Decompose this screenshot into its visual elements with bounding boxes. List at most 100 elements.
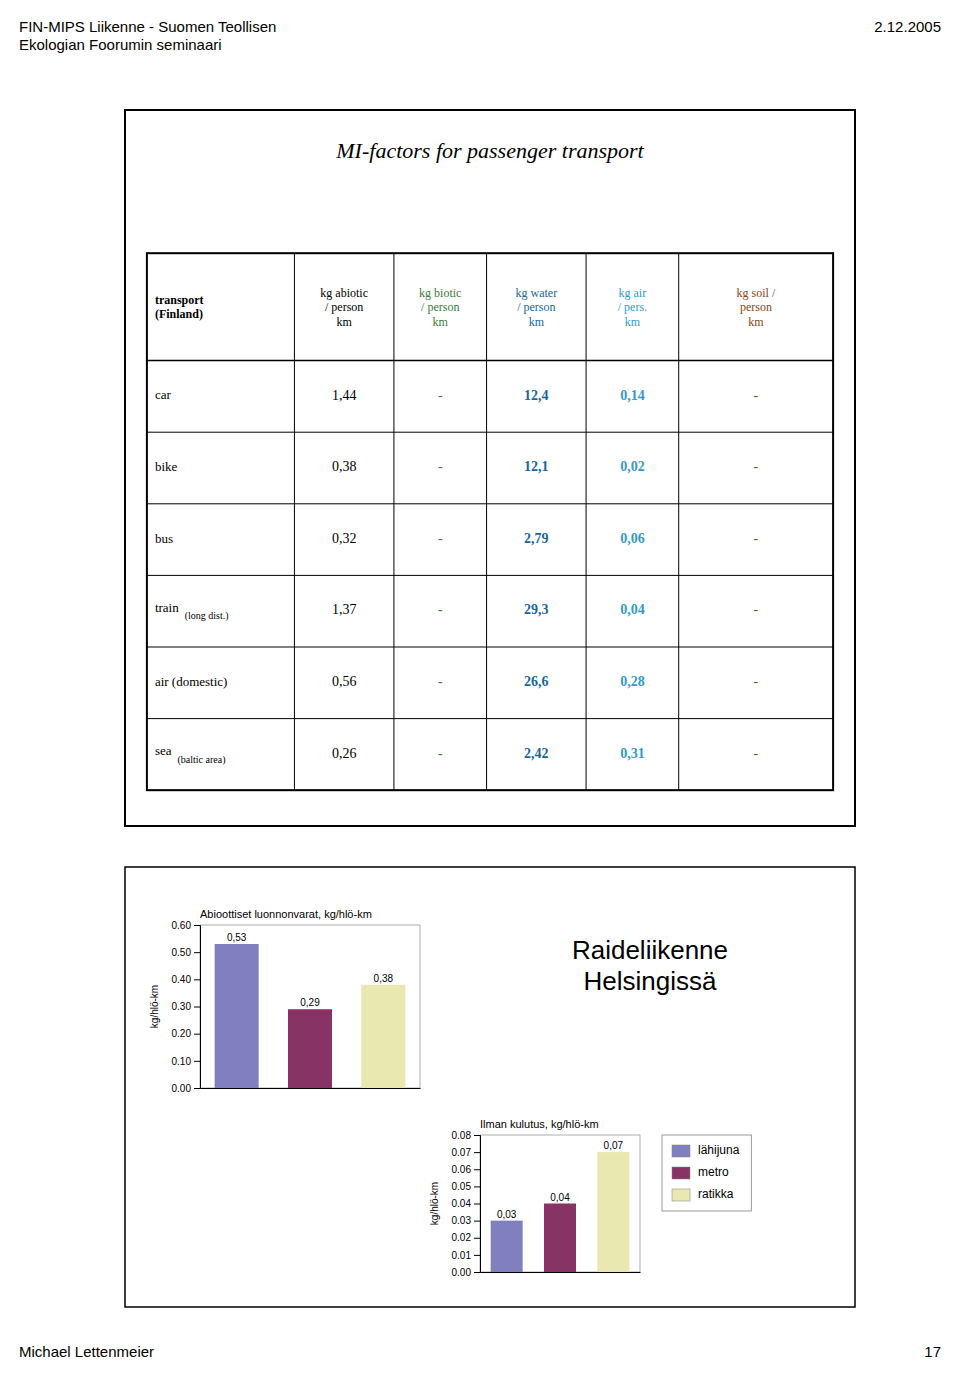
column-divider — [393, 253, 394, 790]
data-label: 0,07 — [604, 1140, 624, 1151]
row-divider — [147, 432, 833, 433]
row-note: (baltic area) — [178, 754, 226, 766]
table-cell: 0,38 — [332, 459, 357, 474]
y-tick: 0.20 — [172, 1028, 200, 1039]
text-line: Michael Lettenmeier — [19, 1343, 154, 1360]
text-line: kg soil / — [737, 286, 776, 300]
tick-label: 0.03 — [452, 1215, 472, 1226]
y-tick: 0.00 — [452, 1267, 480, 1278]
text-line: MI-factors for passenger transport — [335, 138, 644, 163]
column-header: kg air/ pers.km — [618, 286, 647, 329]
tick-mark — [194, 1088, 200, 1089]
column-divider — [678, 253, 679, 790]
text-line: kg air — [619, 286, 647, 300]
tick-mark — [194, 952, 200, 953]
text-line: kg abiotic — [320, 286, 368, 300]
table-cell: - — [754, 674, 759, 689]
table-grid — [147, 253, 833, 790]
tick-label: 0.05 — [452, 1181, 472, 1192]
table-cell: 1,44 — [332, 388, 357, 403]
plot-frame — [200, 925, 420, 1088]
bar — [215, 944, 259, 1088]
table-border — [147, 253, 833, 790]
text-line: / person — [421, 300, 459, 314]
table-cell: 12,4 — [524, 388, 549, 403]
column-divider — [294, 253, 295, 790]
y-tick: 0.50 — [172, 947, 200, 958]
legend-swatch — [672, 1167, 690, 1179]
annotation: RaideliikenneHelsingissä — [572, 935, 728, 996]
column-divider — [486, 253, 487, 790]
table-box — [125, 110, 855, 826]
tick-label: 0.01 — [452, 1250, 472, 1261]
table: MI-factors for passenger transporttransp… — [125, 110, 855, 826]
data-labels: 0,030,040,07 — [497, 1140, 624, 1220]
table-cell: 12,1 — [524, 459, 549, 474]
bar — [597, 1152, 629, 1272]
row-divider — [147, 647, 833, 648]
text-line: kg water — [515, 286, 557, 300]
table-cell: 2,42 — [524, 746, 549, 761]
chart-title: Abioottiset luonnonvarat, kg/hlö-km — [200, 908, 372, 920]
y-axis: 0.00 0.01 0.02 0.03 0.04 0.05 0.06 0.07 0.08 — [452, 1130, 481, 1278]
column-header: kg water/ personkm — [515, 286, 557, 329]
row-divider — [147, 718, 833, 719]
row-divider — [147, 503, 833, 504]
table-cell: 0,02 — [620, 459, 645, 474]
table-cell: 0,56 — [332, 674, 357, 689]
lower-box — [125, 867, 855, 1307]
tick-label: 0.04 — [452, 1198, 472, 1209]
tick-mark — [474, 1272, 480, 1273]
row-note: (long dist.) — [185, 610, 229, 622]
axis-line — [474, 1136, 481, 1273]
page: FIN-MIPS Liikenne - Suomen TeollisenEkol… — [0, 0, 960, 1376]
row-divider — [147, 575, 833, 576]
column-header: kg soil /personkm — [737, 286, 776, 329]
y-tick: 0.07 — [452, 1147, 480, 1158]
text-line: / person — [517, 300, 555, 314]
text-line: Raideliikenne — [572, 935, 728, 965]
table-cell: - — [754, 746, 759, 761]
header-divider — [147, 360, 833, 362]
axis-line — [201, 1088, 421, 1089]
y-tick: 0.01 — [452, 1250, 480, 1261]
text-line: / person — [325, 300, 363, 314]
text-line: km — [625, 315, 641, 329]
tick-mark — [194, 1061, 200, 1062]
legend-label: lähijuna — [698, 1143, 740, 1157]
column-header: kg abiotic/ personkm — [320, 286, 368, 329]
bars — [491, 1152, 630, 1272]
table-title: MI-factors for passenger transport — [335, 138, 644, 163]
tick-mark — [474, 1152, 480, 1153]
tick-mark — [194, 1034, 200, 1035]
bar — [544, 1204, 576, 1273]
table-cell: 0,06 — [620, 531, 645, 546]
row-label: sea — [155, 743, 172, 758]
tick-label: 0.60 — [172, 920, 192, 931]
bar — [491, 1221, 523, 1272]
table-cell: - — [438, 388, 443, 403]
table-cell: - — [754, 459, 759, 474]
text-line: 2.12.2005 — [874, 18, 941, 35]
legend: lähijunametroratikka — [662, 1135, 751, 1211]
tick-label: 0.10 — [172, 1056, 192, 1067]
tick-label: 0.00 — [452, 1267, 472, 1278]
axis-line — [481, 1272, 641, 1273]
table-cell: - — [438, 459, 443, 474]
tick-label: 0.07 — [452, 1147, 472, 1158]
row-label: bus — [155, 531, 173, 546]
tick-label: 0.50 — [172, 947, 192, 958]
legend-swatch — [672, 1145, 690, 1157]
text-line: person — [740, 300, 772, 314]
legend-label: metro — [698, 1165, 729, 1179]
table-cell: - — [438, 531, 443, 546]
tick-label: 0.06 — [452, 1164, 472, 1175]
footer-left: Michael Lettenmeier — [19, 1343, 154, 1360]
tick-mark — [194, 979, 200, 980]
tick-label: 0.02 — [452, 1232, 472, 1243]
tick-label: 0.08 — [452, 1130, 472, 1141]
y-tick: 0.30 — [172, 1001, 200, 1012]
y-tick: 0.03 — [452, 1215, 480, 1226]
column-header: kg biotic/ personkm — [419, 286, 461, 329]
y-tick: 0.02 — [452, 1232, 480, 1243]
